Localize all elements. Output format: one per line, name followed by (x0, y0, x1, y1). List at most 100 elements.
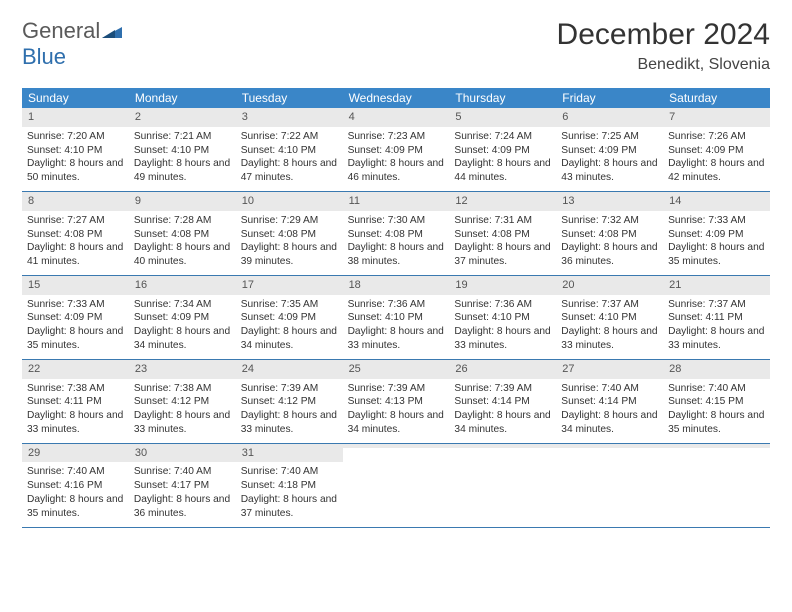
day-cell: 12Sunrise: 7:31 AMSunset: 4:08 PMDayligh… (449, 192, 556, 275)
sunrise-line: Sunrise: 7:31 AM (454, 214, 551, 228)
day-number: 4 (343, 108, 450, 127)
sunrise-line: Sunrise: 7:40 AM (668, 382, 765, 396)
daylight-line: Daylight: 8 hours and 36 minutes. (134, 493, 231, 521)
daylight-line: Daylight: 8 hours and 40 minutes. (134, 241, 231, 269)
weekday-header: Wednesday (343, 88, 450, 108)
day-number: 18 (343, 276, 450, 295)
day-number: 14 (663, 192, 770, 211)
day-number: 13 (556, 192, 663, 211)
sunset-line: Sunset: 4:12 PM (241, 395, 338, 409)
day-number: 28 (663, 360, 770, 379)
day-number: 31 (236, 444, 343, 463)
sunset-line: Sunset: 4:10 PM (27, 144, 124, 158)
weekday-header: Monday (129, 88, 236, 108)
day-cell: 19Sunrise: 7:36 AMSunset: 4:10 PMDayligh… (449, 276, 556, 359)
day-cell: 10Sunrise: 7:29 AMSunset: 4:08 PMDayligh… (236, 192, 343, 275)
daylight-line: Daylight: 8 hours and 33 minutes. (27, 409, 124, 437)
sunrise-line: Sunrise: 7:39 AM (348, 382, 445, 396)
sunrise-line: Sunrise: 7:20 AM (27, 130, 124, 144)
daylight-line: Daylight: 8 hours and 34 minutes. (348, 409, 445, 437)
daylight-line: Daylight: 8 hours and 46 minutes. (348, 157, 445, 185)
day-cell: 31Sunrise: 7:40 AMSunset: 4:18 PMDayligh… (236, 444, 343, 527)
daylight-line: Daylight: 8 hours and 50 minutes. (27, 157, 124, 185)
logo: General Blue (22, 18, 122, 70)
day-cell: 23Sunrise: 7:38 AMSunset: 4:12 PMDayligh… (129, 360, 236, 443)
sunset-line: Sunset: 4:08 PM (27, 228, 124, 242)
sunrise-line: Sunrise: 7:36 AM (348, 298, 445, 312)
header: General Blue December 2024 Benedikt, Slo… (22, 18, 770, 74)
day-number: 25 (343, 360, 450, 379)
day-cell: 18Sunrise: 7:36 AMSunset: 4:10 PMDayligh… (343, 276, 450, 359)
day-cell: 7Sunrise: 7:26 AMSunset: 4:09 PMDaylight… (663, 108, 770, 191)
day-cell (556, 444, 663, 527)
day-cell: 9Sunrise: 7:28 AMSunset: 4:08 PMDaylight… (129, 192, 236, 275)
daylight-line: Daylight: 8 hours and 33 minutes. (241, 409, 338, 437)
day-number: 1 (22, 108, 129, 127)
daylight-line: Daylight: 8 hours and 37 minutes. (241, 493, 338, 521)
sunset-line: Sunset: 4:08 PM (454, 228, 551, 242)
month-title: December 2024 (557, 18, 770, 52)
day-cell: 5Sunrise: 7:24 AMSunset: 4:09 PMDaylight… (449, 108, 556, 191)
day-cell: 28Sunrise: 7:40 AMSunset: 4:15 PMDayligh… (663, 360, 770, 443)
week-row: 8Sunrise: 7:27 AMSunset: 4:08 PMDaylight… (22, 192, 770, 276)
sunset-line: Sunset: 4:12 PM (134, 395, 231, 409)
sunset-line: Sunset: 4:08 PM (561, 228, 658, 242)
day-cell: 1 Sunrise: 7:20 AMSunset: 4:10 PMDaylight… (22, 108, 129, 191)
sunrise-line: Sunrise: 7:29 AM (241, 214, 338, 228)
sunrise-line: Sunrise: 7:25 AM (561, 130, 658, 144)
sunrise-line: Sunrise: 7:40 AM (27, 465, 124, 479)
daylight-line: Daylight: 8 hours and 43 minutes. (561, 157, 658, 185)
title-block: December 2024 Benedikt, Slovenia (557, 18, 770, 74)
sunset-line: Sunset: 4:10 PM (241, 144, 338, 158)
location: Benedikt, Slovenia (557, 56, 770, 74)
daylight-line: Daylight: 8 hours and 44 minutes. (454, 157, 551, 185)
daylight-line: Daylight: 8 hours and 33 minutes. (561, 325, 658, 353)
day-cell: 3Sunrise: 7:22 AMSunset: 4:10 PMDaylight… (236, 108, 343, 191)
day-number: 2 (129, 108, 236, 127)
day-cell: 2Sunrise: 7:21 AMSunset: 4:10 PMDaylight… (129, 108, 236, 191)
sunrise-line: Sunrise: 7:27 AM (27, 214, 124, 228)
day-number (343, 444, 450, 448)
day-number: 15 (22, 276, 129, 295)
daylight-line: Daylight: 8 hours and 33 minutes. (348, 325, 445, 353)
sunset-line: Sunset: 4:16 PM (27, 479, 124, 493)
sunrise-line: Sunrise: 7:40 AM (134, 465, 231, 479)
weeks-container: 1Sunrise: 7:20 AMSunset: 4:10 PMDaylight… (22, 108, 770, 528)
sunrise-line: Sunrise: 7:35 AM (241, 298, 338, 312)
sunset-line: Sunset: 4:09 PM (27, 311, 124, 325)
sunrise-line: Sunrise: 7:37 AM (668, 298, 765, 312)
daylight-line: Daylight: 8 hours and 35 minutes. (27, 325, 124, 353)
sunset-line: Sunset: 4:08 PM (134, 228, 231, 242)
day-cell: 21Sunrise: 7:37 AMSunset: 4:11 PMDayligh… (663, 276, 770, 359)
sunrise-line: Sunrise: 7:36 AM (454, 298, 551, 312)
day-cell (343, 444, 450, 527)
day-number: 22 (22, 360, 129, 379)
weekday-header-row: Sunday Monday Tuesday Wednesday Thursday… (22, 88, 770, 108)
sunset-line: Sunset: 4:10 PM (454, 311, 551, 325)
day-number: 21 (663, 276, 770, 295)
daylight-line: Daylight: 8 hours and 33 minutes. (668, 325, 765, 353)
daylight-line: Daylight: 8 hours and 34 minutes. (561, 409, 658, 437)
day-number (556, 444, 663, 448)
sunrise-line: Sunrise: 7:39 AM (454, 382, 551, 396)
day-cell: 27Sunrise: 7:40 AMSunset: 4:14 PMDayligh… (556, 360, 663, 443)
week-row: 29Sunrise: 7:40 AMSunset: 4:16 PMDayligh… (22, 444, 770, 528)
sunrise-line: Sunrise: 7:37 AM (561, 298, 658, 312)
weekday-header: Saturday (663, 88, 770, 108)
sunset-line: Sunset: 4:09 PM (561, 144, 658, 158)
weekday-header: Thursday (449, 88, 556, 108)
daylight-line: Daylight: 8 hours and 41 minutes. (27, 241, 124, 269)
logo-word1: General (22, 18, 100, 43)
logo-word2: Blue (22, 44, 66, 69)
sunset-line: Sunset: 4:09 PM (454, 144, 551, 158)
sunrise-line: Sunrise: 7:23 AM (348, 130, 445, 144)
daylight-line: Daylight: 8 hours and 47 minutes. (241, 157, 338, 185)
day-cell: 20Sunrise: 7:37 AMSunset: 4:10 PMDayligh… (556, 276, 663, 359)
sunrise-line: Sunrise: 7:22 AM (241, 130, 338, 144)
sunset-line: Sunset: 4:09 PM (668, 228, 765, 242)
day-number: 20 (556, 276, 663, 295)
daylight-line: Daylight: 8 hours and 39 minutes. (241, 241, 338, 269)
day-cell: 24Sunrise: 7:39 AMSunset: 4:12 PMDayligh… (236, 360, 343, 443)
sunset-line: Sunset: 4:09 PM (134, 311, 231, 325)
daylight-line: Daylight: 8 hours and 36 minutes. (561, 241, 658, 269)
